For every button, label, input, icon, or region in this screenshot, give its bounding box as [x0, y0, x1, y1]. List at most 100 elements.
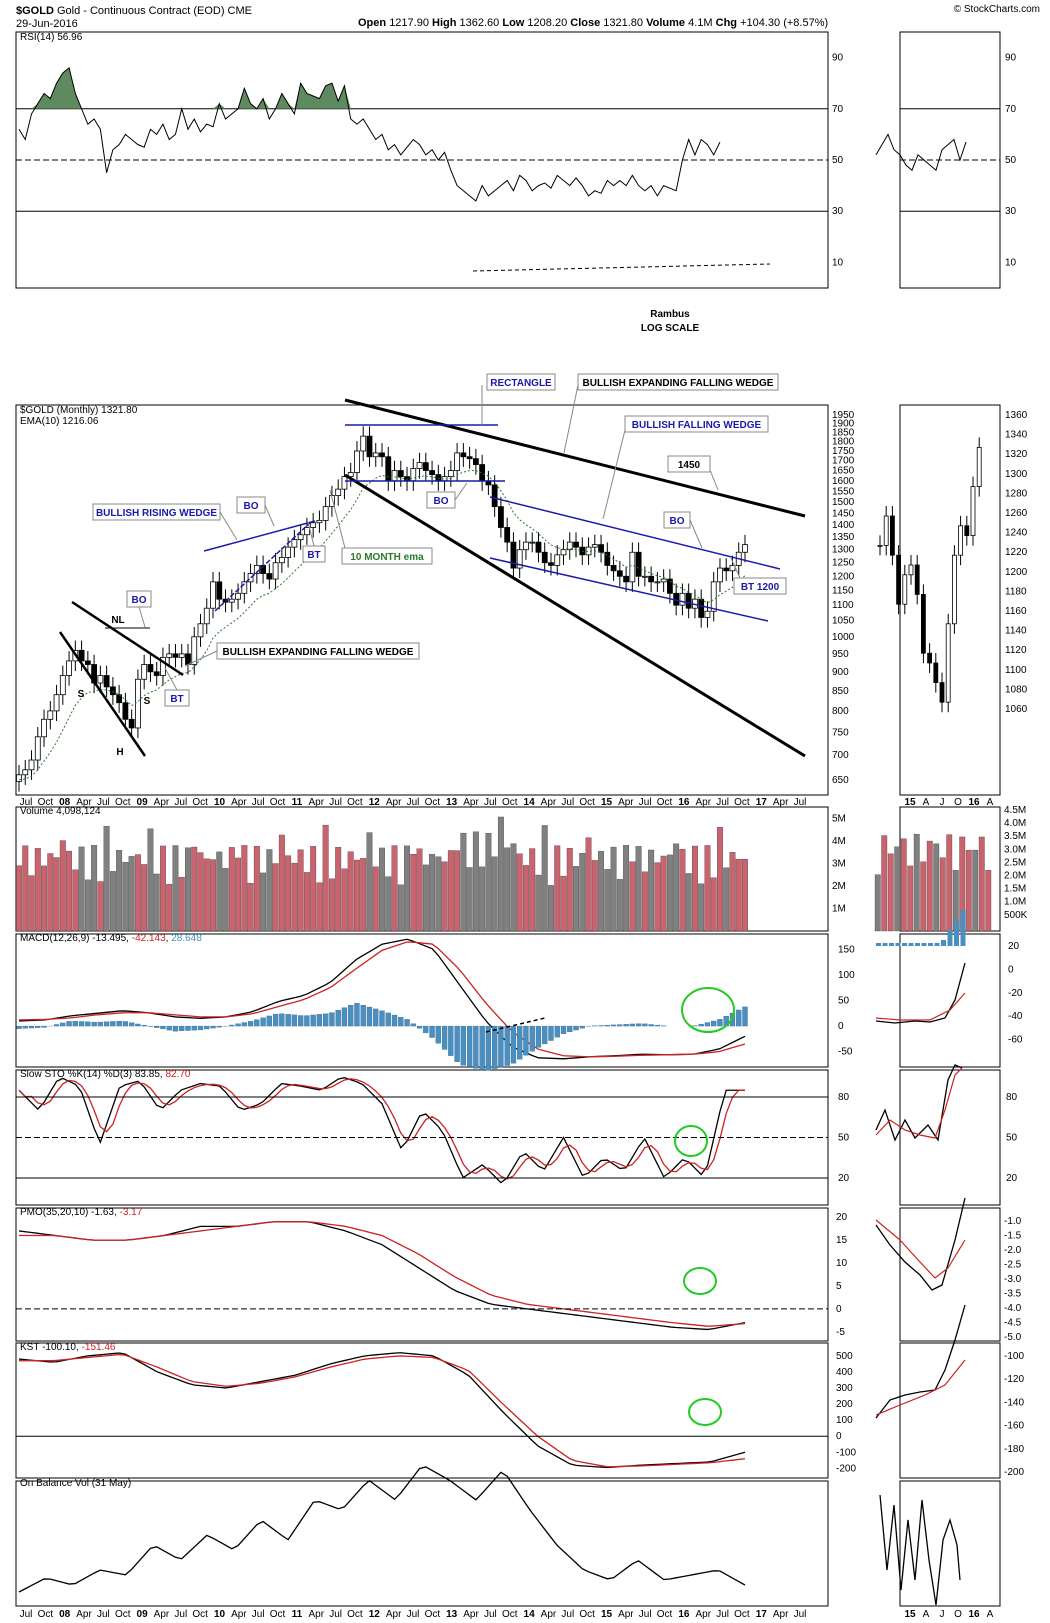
label-10-month-ema: 10 MONTH ema [350, 552, 424, 563]
volume-bar [598, 851, 605, 932]
price-tick: 1050 [832, 616, 855, 627]
panel-frame-price [15, 404, 829, 796]
label-bullish-expanding-falling-wedge-2008: BULLISH EXPANDING FALLING WEDGE [223, 647, 414, 658]
wedge-lower-2008 [58, 631, 147, 757]
sto-tick: 50 [838, 1133, 850, 1144]
kst-tick: 300 [836, 1383, 853, 1394]
candle-body-right [945, 623, 951, 703]
candle-body [166, 653, 173, 658]
label-bo-2013: BO [434, 496, 449, 507]
volume-bar [172, 845, 179, 932]
sto-d [18, 1078, 745, 1180]
macd-line [18, 938, 746, 1060]
x-tick: 15 [601, 797, 613, 808]
x-tick-right: O [954, 1609, 962, 1620]
sto-tick: 20 [838, 1173, 850, 1184]
price-tick-right: 1100 [1005, 665, 1027, 676]
rsi-tick: 50 [832, 155, 844, 166]
macd-hist-bar [210, 1025, 216, 1029]
x-tick: 13 [446, 797, 458, 808]
macd-hist-right [947, 930, 953, 946]
price-tick-right: 1300 [1005, 469, 1028, 480]
volume-bar [447, 850, 454, 932]
label-bo-2013-box [426, 491, 456, 509]
volume-bar [710, 877, 717, 932]
volume-bar [385, 876, 392, 932]
volume-bar [253, 845, 260, 932]
macd-hist-bar [291, 1014, 298, 1027]
volume-bar [616, 879, 623, 932]
price-tick: 1450 [832, 508, 855, 519]
x-tick: Oct [734, 1609, 750, 1620]
rsi-tick: 70 [832, 104, 844, 115]
x-tick: 17 [756, 797, 768, 808]
macd-hist-bar [297, 1015, 304, 1027]
volume-bar [698, 883, 705, 932]
candle-body [729, 564, 736, 572]
candle-body [742, 544, 748, 553]
macd-hist-bar [423, 1025, 429, 1034]
candle-body [498, 506, 504, 528]
candle-body [53, 694, 60, 712]
volume-bar [116, 850, 123, 932]
vol-tick: 5M [832, 813, 846, 824]
macd-hist-bar [648, 1024, 654, 1027]
candle-body [422, 462, 429, 471]
x-tick: Apr [695, 1609, 711, 1620]
vol-tick-right: 4.5M [1004, 805, 1026, 816]
x-tick: Oct [579, 797, 595, 808]
kst-tick-right: -140 [1004, 1397, 1024, 1408]
x-tick: Jul [484, 797, 497, 808]
x-tick: Jul [639, 1609, 652, 1620]
volume-bar [591, 860, 598, 932]
label-bo-2009-box [126, 590, 152, 608]
volume-bar [441, 861, 448, 932]
pmo-tick: 5 [836, 1281, 842, 1292]
volume-bar [260, 872, 267, 932]
vol-tick: 2M [832, 881, 846, 892]
macd-hist-bar [329, 1012, 335, 1027]
volume-bar-right [939, 857, 946, 932]
price-tick: 1000 [832, 632, 855, 643]
macd-hist-bar [166, 1025, 172, 1031]
x-tick: 17 [756, 1609, 768, 1620]
macd-hist-bar [335, 1009, 341, 1027]
price-tick: 1300 [832, 545, 855, 556]
candle-body-right [921, 594, 926, 654]
panel-frame-macd [15, 933, 829, 1068]
volume-bar [604, 869, 611, 932]
candle-body [185, 653, 191, 665]
x-tick: Apr [773, 797, 789, 808]
candle-body-right [877, 545, 883, 547]
ema-line [18, 469, 746, 781]
volume-bar [654, 862, 661, 932]
label-rectangle-box [486, 373, 556, 391]
rsi-tick: 30 [832, 206, 844, 217]
price-tick: 1700 [832, 456, 855, 467]
candle-body [560, 549, 567, 556]
macd-hist-bar [498, 1025, 504, 1068]
x-tick: Jul [716, 797, 729, 808]
sto-k-right [875, 1064, 963, 1142]
x-tick: Apr [154, 797, 170, 808]
right-frame-price [899, 404, 1001, 796]
macd-hist-bar [229, 1024, 235, 1027]
panel-frame-pmo [15, 1207, 829, 1342]
volume-bar [178, 876, 185, 932]
x-tick: Jul [716, 1609, 729, 1620]
macd-hist-bar [510, 1025, 517, 1064]
watermark: © StockCharts.com [954, 4, 1040, 15]
macd-hist-bar [554, 1025, 560, 1038]
volume-bar [529, 848, 536, 932]
highlight-circle [688, 1398, 722, 1426]
candle-body-right [883, 515, 889, 546]
volume-bar [303, 872, 310, 932]
volume-bar [41, 865, 47, 932]
label-bt-2011: BT [307, 550, 320, 561]
obv-line-right [879, 1494, 961, 1606]
x-tick: Oct [115, 1609, 131, 1620]
price-tick-right: 1080 [1005, 684, 1028, 695]
price-tick-right: 1360 [1005, 410, 1028, 421]
x-tick: 12 [369, 797, 381, 808]
label-nl: NL [111, 615, 124, 626]
